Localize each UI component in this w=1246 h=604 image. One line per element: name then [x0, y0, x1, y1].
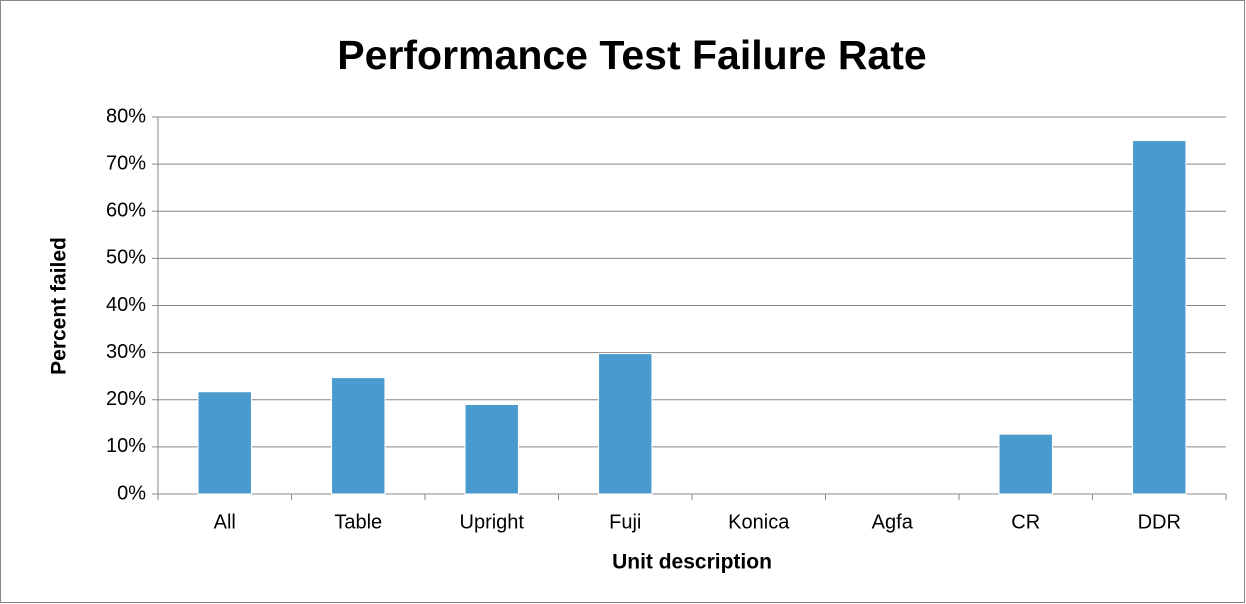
x-tick-label: Upright — [460, 511, 525, 533]
y-tick-label: 30% — [106, 341, 146, 363]
y-tick-label: 60% — [106, 200, 146, 222]
y-tick-label: 80% — [106, 105, 146, 127]
x-tick-label: Konica — [728, 511, 790, 533]
y-axis-title: Percent failed — [48, 237, 71, 375]
bar — [464, 403, 519, 495]
bar — [998, 433, 1053, 495]
x-tick-label: Table — [334, 511, 382, 533]
x-axis-title: Unit description — [612, 551, 772, 574]
x-tick-label: Fuji — [609, 511, 641, 533]
y-tick-label: 40% — [106, 294, 146, 316]
bar — [331, 377, 386, 495]
bar — [598, 353, 653, 495]
y-tick-label: 0% — [117, 482, 146, 504]
x-tick-label: Agfa — [872, 511, 914, 533]
y-tick-label: 10% — [106, 435, 146, 457]
y-tick-label: 70% — [106, 152, 146, 174]
y-tick-label: 50% — [106, 247, 146, 269]
x-tick-label: CR — [1011, 511, 1040, 533]
bar — [197, 391, 252, 495]
x-tick-label: DDR — [1138, 511, 1181, 533]
x-tick-label: All — [214, 511, 236, 533]
chart-title: Performance Test Failure Rate — [337, 32, 926, 78]
y-tick-label: 20% — [106, 388, 146, 410]
bar — [1132, 140, 1187, 495]
